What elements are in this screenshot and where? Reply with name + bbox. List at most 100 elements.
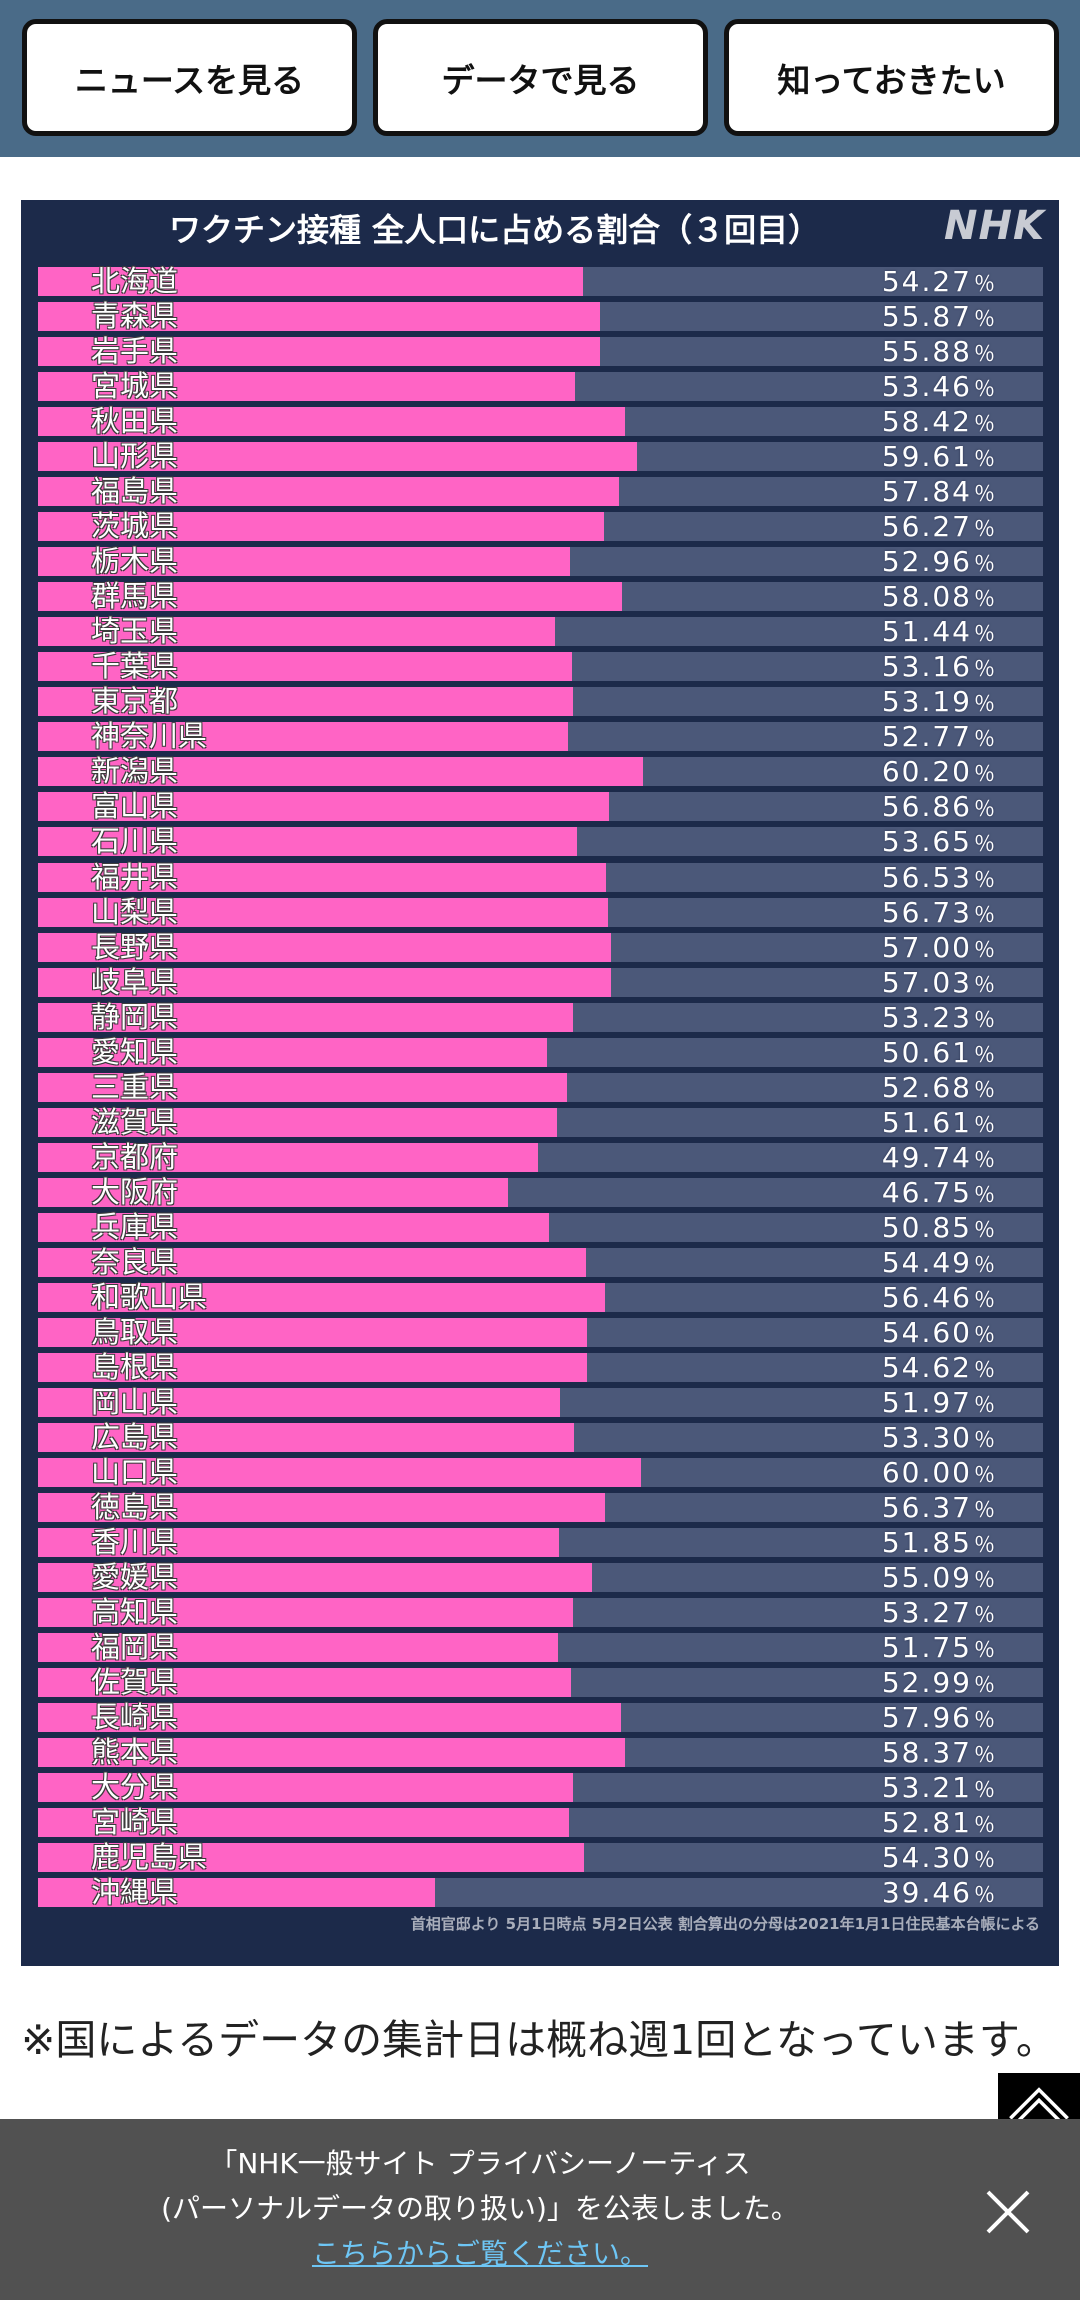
bar [38, 1072, 568, 1102]
bar-category-label: 鳥取県 [91, 1314, 179, 1349]
bar-value-unit: ％ [974, 1673, 995, 1698]
bar-value-unit: ％ [974, 972, 995, 997]
bar [38, 897, 609, 927]
bar-value-number: 51.97 [881, 1385, 972, 1419]
bar-value-number: 55.87 [881, 300, 972, 334]
bar [38, 1773, 573, 1803]
data-note: ※国によるデータの集計日は概ね週1回となっています。 [21, 2016, 1057, 2064]
bar [38, 617, 555, 647]
top-nav-bar: ニュースを見る データで見る 知っておきたい [0, 0, 1080, 157]
bar-category-label: 京都府 [91, 1139, 179, 1174]
bar-value-number: 57.96 [881, 1701, 972, 1735]
chart-source-note: 首相官邸より 5月1日時点 5月2日公表 割合算出の分母は2021年1月1日住民… [410, 1915, 1040, 1933]
bar-value-label: 53.65％ [882, 827, 995, 856]
bar-value-unit: ％ [974, 1392, 995, 1417]
bar-category-label: 佐賀県 [91, 1665, 179, 1700]
bar-value-unit: ％ [974, 1322, 995, 1347]
bar-value-label: 53.21％ [882, 1773, 995, 1802]
bar-value-number: 58.37 [881, 1736, 972, 1770]
bar-value-unit: ％ [974, 622, 995, 647]
bar-value-label: 51.85％ [882, 1528, 995, 1557]
bar [38, 1633, 559, 1663]
bar-value-number: 55.88 [881, 335, 972, 369]
bar-category-label: 北海道 [91, 264, 179, 298]
bar-category-label: 埼玉県 [91, 614, 179, 649]
nav-button-learn[interactable]: 知っておきたい [724, 19, 1059, 136]
bar-category-label: 山梨県 [91, 894, 179, 929]
bar-area: 北海道 54.27％ 青森県 55.87％ 岩手県 55.88％ 宮城県 53.46％ 秋田県 5… [21, 200, 1059, 1966]
bar [38, 1247, 586, 1277]
bar-row: 埼玉県 51.44％ [38, 614, 1043, 649]
nhk-logo: NHK [944, 203, 1045, 249]
bar [38, 1703, 621, 1733]
bar-value-unit: ％ [974, 1357, 995, 1382]
bar-category-label: 高知県 [91, 1595, 179, 1630]
bar-value-label: 57.03％ [882, 968, 995, 997]
bar-row: 岩手県 55.88％ [38, 335, 1043, 369]
nav-button-data[interactable]: データで見る [373, 19, 708, 136]
close-banner-button[interactable] [984, 2189, 1032, 2235]
bar-value-unit: ％ [974, 272, 995, 296]
bar-value-label: 59.61％ [882, 442, 995, 471]
bar-category-label: 茨城県 [91, 509, 179, 544]
bar-row: 福島県 57.84％ [38, 477, 1043, 507]
bar-value-unit: ％ [974, 1287, 995, 1312]
bar-value-label: 52.77％ [882, 722, 995, 751]
bar-row: 山形県 59.61％ [38, 439, 1043, 474]
bar-category-label: 千葉県 [91, 649, 179, 684]
bar-value-unit: ％ [974, 1217, 995, 1242]
bar [38, 1668, 571, 1698]
bar-row: 愛媛県 55.09％ [38, 1563, 1043, 1593]
bar-category-label: 青森県 [91, 299, 179, 334]
bar-value-label: 55.87％ [882, 302, 995, 331]
bar [38, 687, 573, 717]
bar-value-label: 54.60％ [882, 1318, 995, 1347]
bar-value-unit: ％ [974, 1182, 995, 1207]
privacy-notice-line: 「NHK一般サイト プライバシーノーティス [209, 2147, 751, 2180]
bar-category-label: 神奈川県 [91, 719, 208, 754]
bar-value-number: 56.37 [881, 1491, 972, 1525]
bar-row: 新潟県 60.20％ [38, 757, 1043, 787]
close-icon [986, 2190, 1030, 2234]
vaccination-chart: ワクチン接種 全人口に占める割合（３回目） NHK 北海道 54.27％ 青森県 55… [21, 200, 1059, 1966]
bar-row: 宮崎県 52.81％ [38, 1808, 1043, 1838]
bar-value-number: 56.53 [881, 860, 972, 894]
bar-value-unit: ％ [974, 1638, 995, 1663]
bar-value-number: 51.44 [881, 615, 972, 649]
nav-button-news[interactable]: ニュースを見る [22, 19, 357, 136]
bar [38, 1843, 584, 1873]
bar-value-unit: ％ [974, 412, 995, 437]
bar-value-number: 60.00 [881, 1456, 972, 1490]
bar-row: 静岡県 53.23％ [38, 999, 1043, 1034]
bar-category-label: 静岡県 [91, 999, 179, 1034]
bar-value-unit: ％ [974, 1743, 995, 1768]
bar-value-number: 52.99 [881, 1666, 972, 1700]
bar-value-unit: ％ [974, 902, 995, 927]
bar [38, 652, 573, 682]
bar-row: 愛知県 50.61％ [38, 1037, 1043, 1067]
bar [38, 337, 600, 367]
bar [38, 1037, 547, 1067]
chart-title: ワクチン接種 全人口に占める割合（３回目） [169, 211, 821, 249]
bar [38, 1282, 606, 1312]
bar-value-label: 58.08％ [882, 582, 995, 611]
bar-value-label: 46.75％ [882, 1178, 995, 1207]
bar-value-label: 57.84％ [882, 477, 995, 506]
bar-value-unit: ％ [974, 1848, 995, 1873]
bar-row: 三重県 52.68％ [38, 1070, 1043, 1104]
bar-value-label: 56.73％ [882, 898, 995, 927]
bar-row: 群馬県 58.08％ [38, 582, 1043, 612]
privacy-notice-link[interactable]: こちらからご覧ください。 [311, 2237, 648, 2270]
bar-category-label: 山形県 [91, 439, 179, 474]
bar [38, 1142, 538, 1172]
bar-value-label: 53.30％ [882, 1423, 995, 1452]
chevron-up-icon [1009, 2087, 1069, 2125]
bar [38, 407, 626, 437]
bar-row: 和歌山県 56.46％ [38, 1282, 1043, 1312]
bar-category-label: 鹿児島県 [91, 1840, 208, 1875]
bar-value-unit: ％ [974, 692, 995, 717]
bar-value-number: 52.96 [881, 545, 972, 579]
bar-value-number: 54.62 [881, 1350, 972, 1384]
bar-value-unit: ％ [974, 1778, 995, 1803]
bar-value-number: 52.68 [881, 1070, 972, 1104]
